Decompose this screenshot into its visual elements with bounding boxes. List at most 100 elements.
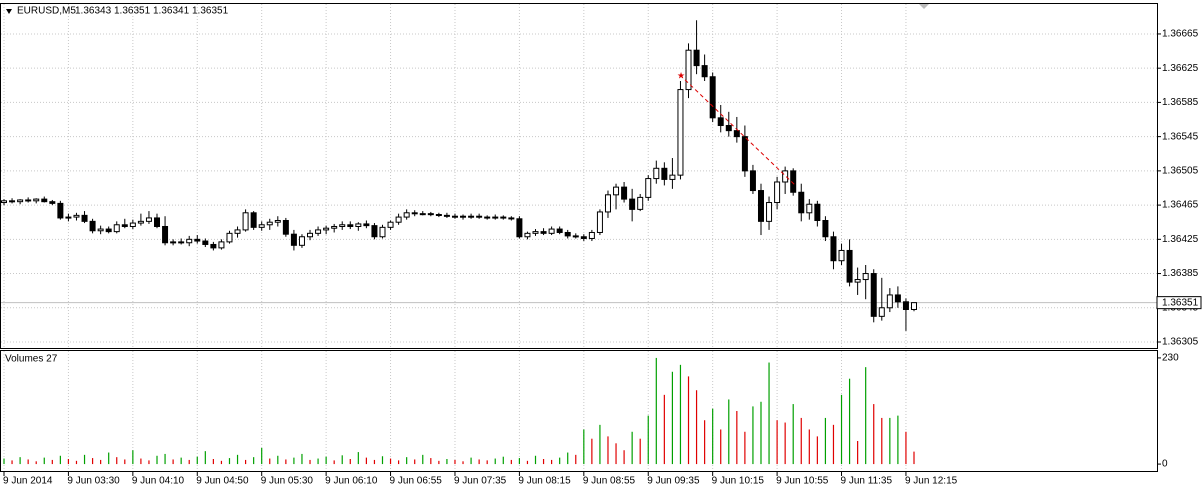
x-tick-label: 9 Jun 12:15 [905, 476, 958, 487]
candle-body [846, 249, 853, 283]
y-tick-label: 1.36625 [1162, 63, 1199, 74]
candle-body [854, 279, 861, 283]
candle-body [89, 220, 96, 232]
candle-body [97, 228, 104, 232]
candle-body [290, 233, 297, 246]
y-tick-label: 1.36425 [1162, 234, 1199, 245]
volume-y-tick-label: 230 [1162, 353, 1179, 364]
price-pane [0, 3, 1158, 349]
candle-body [258, 224, 265, 228]
candle-body [556, 228, 563, 233]
x-tick-label: 9 Jun 08:15 [518, 476, 571, 487]
volume-pane [0, 350, 1158, 472]
candle-body [774, 181, 781, 204]
candle-body [194, 238, 201, 242]
candle-body [105, 228, 112, 233]
y-tick-label: 1.36465 [1162, 200, 1199, 211]
menu-arrow [6, 9, 12, 14]
candle-body [540, 231, 547, 234]
candle-body [596, 211, 603, 233]
candle-body [419, 213, 426, 216]
candle-body [41, 198, 48, 203]
candle-body [492, 216, 499, 219]
candle-body [323, 227, 330, 231]
x-tick-label: 9 Jun 2014 [3, 476, 53, 487]
candle-body [717, 117, 724, 127]
grid [1, 4, 1161, 476]
candle-body [661, 167, 668, 180]
candle-body [822, 219, 829, 238]
candle-body [894, 294, 901, 303]
candle-body [645, 178, 652, 198]
marks [1, 20, 917, 465]
x-tick-label: 9 Jun 07:35 [454, 476, 507, 487]
candle-body [468, 215, 475, 218]
candle-body [790, 170, 797, 193]
header-low: 1.36341 [153, 6, 190, 17]
candle-body [725, 125, 732, 132]
candle-body [862, 273, 869, 281]
x-tick-label: 9 Jun 04:10 [132, 476, 185, 487]
candle-body [65, 216, 72, 219]
candle-body [9, 200, 16, 203]
candle-body [798, 191, 805, 214]
candle-body [73, 214, 80, 218]
candle-body [33, 198, 40, 202]
candle-body [121, 224, 128, 227]
candle-body [516, 218, 523, 238]
candle-body [548, 228, 555, 234]
candle-body [210, 243, 217, 249]
x-tick-label: 9 Jun 03:30 [67, 476, 120, 487]
price-tag [1156, 296, 1202, 310]
candle-body [701, 65, 708, 78]
candle-body [25, 199, 32, 202]
candle-body [129, 222, 136, 227]
candle-body [1, 200, 7, 204]
y-tick-label: 1.36385 [1162, 268, 1199, 279]
candle-body [162, 225, 169, 244]
candle-body [886, 294, 893, 309]
y-tick-label: 1.36545 [1162, 131, 1199, 142]
candle-body [524, 232, 531, 238]
candle-body [629, 198, 636, 210]
symbol: EURUSD,M5 [17, 6, 76, 17]
candle-body [186, 238, 193, 244]
candle-body [604, 194, 611, 213]
candle-body [218, 241, 225, 249]
x-tick-label: 9 Jun 10:55 [776, 476, 829, 487]
candle-body [363, 223, 370, 227]
candle-body [685, 49, 692, 91]
candle-body [870, 273, 877, 317]
header-close: 1.36351 [192, 6, 229, 17]
candle-body [427, 213, 434, 216]
candle-body [331, 225, 338, 229]
candle-body [484, 216, 491, 219]
candle-body [677, 89, 684, 176]
x-tick-label: 9 Jun 05:30 [261, 476, 314, 487]
candle-body [613, 186, 620, 196]
x-tick-label: 9 Jun 04:50 [196, 476, 249, 487]
candle-body [307, 232, 314, 238]
candle-body [911, 302, 917, 310]
candle-body [500, 216, 507, 219]
candle-body [57, 202, 64, 219]
candle-body [274, 219, 281, 223]
candle-body [749, 170, 756, 192]
candle-body [81, 214, 88, 222]
candle-body [282, 219, 289, 235]
candle-body [709, 76, 716, 119]
candle-body [741, 136, 748, 172]
y-tick-label: 1.36585 [1162, 97, 1199, 108]
candle-body [266, 221, 273, 226]
candle-body [806, 203, 813, 214]
candle-body [411, 212, 418, 215]
candle-body [460, 215, 467, 218]
candle-body [653, 167, 660, 180]
candle-body [572, 235, 579, 238]
candle-body [178, 241, 185, 244]
header-open: 1.36343 [75, 6, 112, 17]
candle-body [564, 231, 571, 237]
candle-body [902, 301, 909, 310]
x-tick-label: 9 Jun 09:35 [647, 476, 700, 487]
